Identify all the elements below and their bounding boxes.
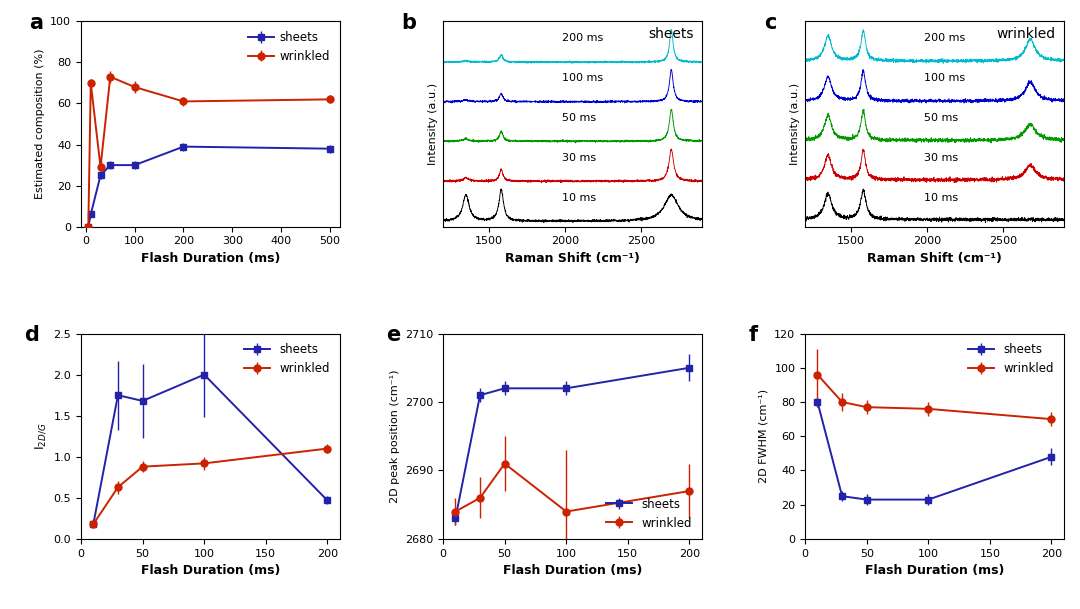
Y-axis label: Estimated composition (%): Estimated composition (%) (35, 49, 44, 199)
X-axis label: Raman Shift (cm⁻¹): Raman Shift (cm⁻¹) (505, 252, 639, 265)
Text: 200 ms: 200 ms (923, 33, 966, 43)
X-axis label: Raman Shift (cm⁻¹): Raman Shift (cm⁻¹) (867, 252, 1002, 265)
Text: sheets: sheets (648, 27, 694, 41)
Text: 100 ms: 100 ms (562, 73, 603, 83)
Y-axis label: I$_{2D/G}$: I$_{2D/G}$ (33, 423, 48, 450)
X-axis label: Flash Duration (ms): Flash Duration (ms) (865, 565, 1004, 577)
Text: d: d (24, 325, 39, 345)
X-axis label: Flash Duration (ms): Flash Duration (ms) (140, 252, 280, 265)
Legend: sheets, wrinkled: sheets, wrinkled (964, 339, 1058, 378)
Text: b: b (402, 13, 417, 33)
Text: 50 ms: 50 ms (923, 113, 958, 123)
Text: c: c (764, 13, 777, 33)
Y-axis label: Intensity (a.u.): Intensity (a.u.) (789, 83, 799, 165)
Text: 30 ms: 30 ms (562, 153, 596, 163)
Y-axis label: 2D FWHM (cm⁻¹): 2D FWHM (cm⁻¹) (759, 389, 769, 484)
Y-axis label: Intensity (a.u.): Intensity (a.u.) (428, 83, 437, 165)
Text: 10 ms: 10 ms (923, 192, 958, 203)
Text: 10 ms: 10 ms (562, 192, 596, 203)
Text: e: e (387, 325, 401, 345)
Text: 30 ms: 30 ms (923, 153, 958, 163)
Text: a: a (29, 13, 43, 33)
Legend: sheets, wrinkled: sheets, wrinkled (244, 27, 334, 66)
Legend: sheets, wrinkled: sheets, wrinkled (603, 494, 696, 533)
Y-axis label: 2D peak position (cm⁻¹): 2D peak position (cm⁻¹) (390, 370, 400, 503)
Text: 50 ms: 50 ms (562, 113, 596, 123)
X-axis label: Flash Duration (ms): Flash Duration (ms) (140, 565, 280, 577)
Text: f: f (748, 325, 757, 345)
Text: 200 ms: 200 ms (562, 33, 603, 43)
Text: 100 ms: 100 ms (923, 73, 964, 83)
Legend: sheets, wrinkled: sheets, wrinkled (241, 339, 334, 378)
X-axis label: Flash Duration (ms): Flash Duration (ms) (502, 565, 643, 577)
Text: wrinkled: wrinkled (997, 27, 1056, 41)
